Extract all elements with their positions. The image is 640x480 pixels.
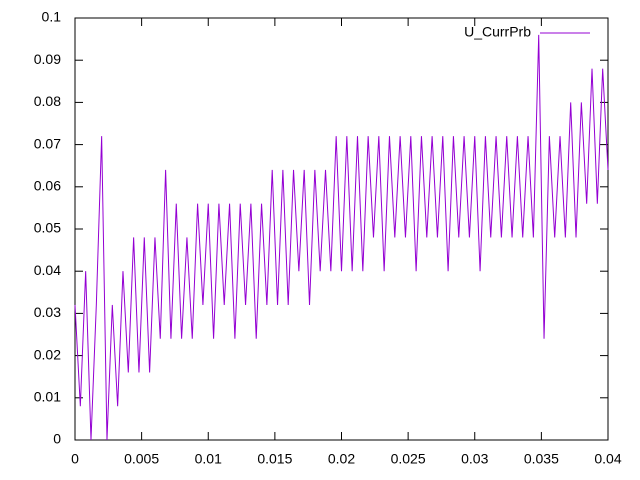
- x-tick-label: 0.02: [328, 451, 355, 467]
- legend-label: U_CurrPrb: [464, 24, 531, 40]
- y-tick-label: 0.05: [34, 220, 61, 236]
- y-tick-label: 0: [53, 431, 61, 447]
- x-tick-label: 0.03: [461, 451, 488, 467]
- x-tick-label: 0.01: [195, 451, 222, 467]
- y-tick-label: 0.09: [34, 51, 61, 67]
- y-tick-label: 0.03: [34, 304, 61, 320]
- plot-frame: [74, 17, 609, 441]
- y-tick-label: 0.07: [34, 135, 61, 151]
- y-tick-label: 0.01: [34, 389, 61, 405]
- x-tick-label: 0.005: [124, 451, 159, 467]
- y-tick-label: 0.08: [34, 93, 61, 109]
- y-tick-label: 0.02: [34, 346, 61, 362]
- x-tick-label: 0.035: [524, 451, 559, 467]
- x-tick-label: 0.04: [594, 451, 621, 467]
- y-tick-label: 0.04: [34, 262, 61, 278]
- x-tick-label: 0.025: [391, 451, 426, 467]
- y-tick-label: 0.1: [42, 9, 62, 25]
- y-tick-label: 0.06: [34, 178, 61, 194]
- data-line: [74, 34, 609, 441]
- x-tick-label: 0.015: [257, 451, 292, 467]
- x-tick-label: 0: [71, 451, 79, 467]
